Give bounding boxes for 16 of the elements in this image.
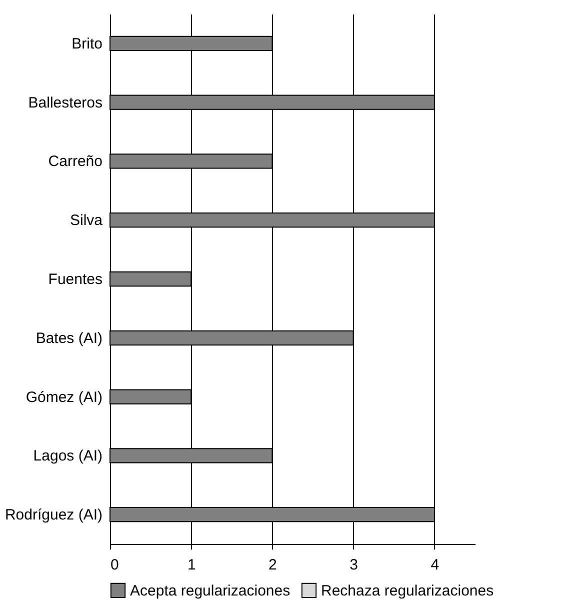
y-tick-label: Rodríguez (AI) [4, 506, 102, 524]
y-tick-label: Gómez (AI) [26, 388, 102, 406]
y-tick-label: Silva [70, 212, 104, 230]
y-tick-label: Ballesteros [28, 94, 102, 112]
y-tick-label: Bates (AI) [36, 330, 103, 347]
y-tick-label: Lagos (AI) [33, 448, 102, 465]
legend-label: Acepta regularizaciones [130, 582, 290, 600]
x-tick-label: 0 [110, 556, 119, 574]
y-tick-label: Brito [72, 35, 102, 52]
x-tick-label: 2 [268, 556, 277, 574]
x-tick-label: 4 [430, 556, 440, 574]
x-tick-label: 3 [350, 556, 358, 574]
legend-label: Rechaza regularizaciones [321, 582, 494, 600]
x-tick-label: 1 [187, 556, 196, 574]
y-tick-label: Carreño [48, 153, 102, 170]
y-tick-label: Fuentes [48, 271, 102, 288]
